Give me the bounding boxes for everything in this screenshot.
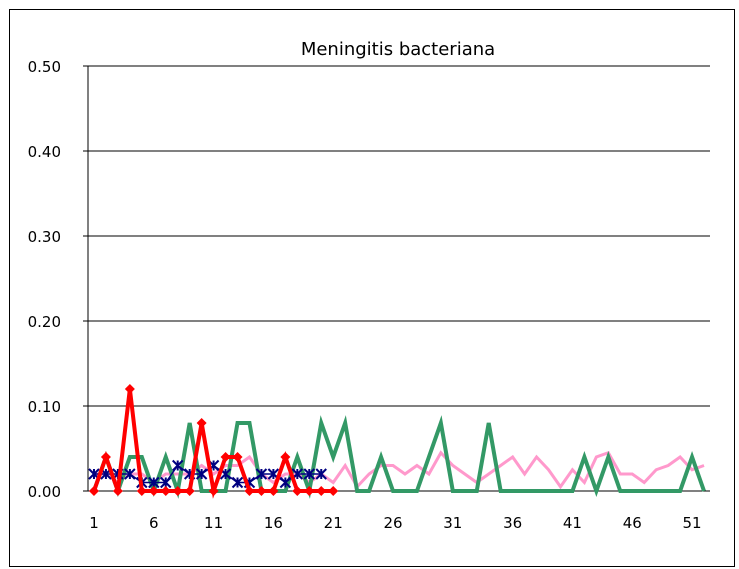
data-point bbox=[195, 468, 208, 480]
axes bbox=[83, 65, 710, 492]
data-series bbox=[88, 384, 706, 499]
y-tick-label: 0.10 bbox=[28, 398, 61, 416]
data-point bbox=[172, 486, 183, 496]
y-tick-label: 0.40 bbox=[28, 143, 61, 161]
data-point bbox=[292, 486, 303, 496]
x-tick-label: 36 bbox=[503, 514, 522, 532]
y-tick-label: 0.20 bbox=[28, 313, 61, 331]
x-tick-label: 51 bbox=[683, 514, 702, 532]
x-tick-label: 41 bbox=[563, 514, 582, 532]
data-point bbox=[232, 452, 243, 462]
data-point bbox=[208, 486, 219, 496]
chart-frame bbox=[9, 9, 735, 567]
data-point bbox=[279, 476, 292, 489]
data-point bbox=[303, 468, 315, 480]
x-tick-label: 46 bbox=[623, 514, 642, 532]
data-point bbox=[244, 486, 255, 496]
data-point bbox=[304, 486, 315, 496]
data-point bbox=[148, 476, 160, 489]
data-point bbox=[315, 468, 327, 480]
series-1 bbox=[92, 415, 706, 499]
data-point bbox=[268, 486, 279, 496]
series-0 bbox=[93, 450, 705, 490]
data-point bbox=[148, 486, 159, 496]
x-tick-label: 31 bbox=[443, 514, 462, 532]
x-tick-label: 6 bbox=[149, 514, 159, 532]
data-point bbox=[256, 486, 267, 496]
data-point bbox=[124, 468, 136, 480]
series-line bbox=[92, 415, 706, 499]
y-tick-label: 0.30 bbox=[28, 228, 61, 246]
x-tick-label: 11 bbox=[204, 514, 223, 532]
y-tick-label: 0.00 bbox=[28, 483, 61, 501]
series-3 bbox=[88, 384, 339, 499]
data-point bbox=[112, 486, 123, 496]
chart-title: Meningitis bacteriana bbox=[301, 39, 495, 60]
data-point bbox=[160, 476, 172, 489]
data-point bbox=[316, 486, 327, 496]
data-point bbox=[220, 452, 231, 462]
data-point bbox=[328, 486, 339, 496]
data-point bbox=[184, 486, 195, 496]
gridlines bbox=[88, 65, 710, 407]
data-point bbox=[231, 476, 244, 489]
data-point bbox=[136, 486, 147, 496]
data-point bbox=[280, 452, 291, 462]
x-tick-label: 26 bbox=[383, 514, 402, 532]
data-point bbox=[196, 418, 207, 428]
y-axis-tick-labels: 0.00 0.10 0.20 0.30 0.40 0.50 bbox=[28, 58, 61, 501]
x-tick-label: 16 bbox=[264, 514, 283, 532]
data-point bbox=[255, 468, 268, 480]
y-tick-label: 0.50 bbox=[28, 58, 61, 76]
data-point bbox=[172, 459, 184, 472]
series-line bbox=[93, 450, 705, 490]
x-tick-label: 21 bbox=[324, 514, 343, 532]
data-point bbox=[100, 452, 111, 462]
x-axis-tick-labels: 1 6 11 16 21 26 31 36 41 46 51 bbox=[89, 514, 701, 532]
data-point bbox=[160, 486, 171, 496]
data-point bbox=[88, 486, 99, 496]
data-point bbox=[124, 384, 135, 394]
x-tick-label: 1 bbox=[89, 514, 99, 532]
